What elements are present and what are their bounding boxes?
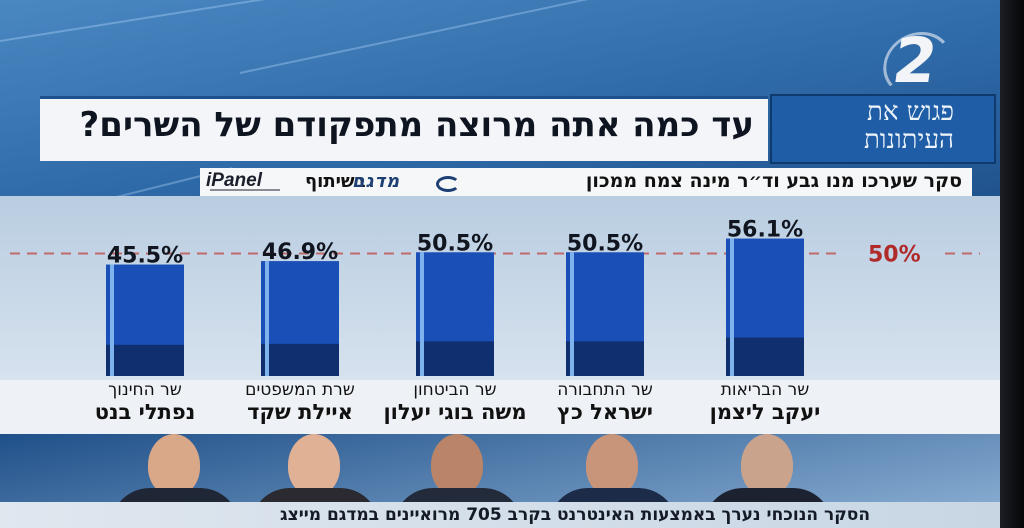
bar-highlight [420, 252, 424, 376]
category-label: שר החינוך נפתלי בנט [70, 380, 220, 424]
minister-role: שר הבריאות [720, 380, 810, 400]
minister-name: משה בוגי יעלון [383, 400, 527, 424]
bar-highlight [730, 238, 734, 376]
bar-highlight [570, 252, 574, 376]
category-label: שר הביטחון משה בוגי יעלון [380, 380, 530, 424]
show-box: פגוש את העיתונות [770, 94, 996, 164]
bar-value-label: 50.5% [417, 231, 493, 256]
minister-role: שרת המשפטים [245, 380, 355, 400]
minister-photo [548, 434, 678, 528]
footer-bar: הסקר הנוכחי נערך באמצעות האינטרנט בקרב 7… [0, 502, 1000, 528]
category-label: שר התחבורה ישראל כץ [530, 380, 680, 424]
title-bar: עד כמה אתה מרוצה מתפקודם של השרים? [40, 96, 768, 161]
bar-highlight [110, 264, 114, 376]
pollster-logo-icon [436, 176, 460, 192]
survey-credit: סקר שערכו מנו גבע וד״ר מינה צמח ממכון [585, 170, 962, 192]
survey-credit-bar: סקר שערכו מנו גבע וד״ר מינה צמח ממכון בש… [200, 168, 972, 196]
bar-value-label: 50.5% [567, 231, 643, 256]
bar-shade [416, 341, 494, 376]
minister-name: איילת שקד [247, 400, 353, 424]
channel-logo-arc [879, 32, 957, 96]
reference-line-label: 50% [868, 243, 921, 268]
tv-bezel [1000, 0, 1024, 528]
bar-chart: 50% 56.1% 50.5% 50.5% 46.9% 45.5% [10, 218, 980, 376]
minister-role: שר החינוך [108, 380, 182, 400]
minister-role: שר התחבורה [557, 380, 653, 400]
minister-photo [703, 434, 833, 528]
panel-logo-underline-icon [210, 189, 280, 191]
bar-shade [106, 344, 184, 376]
partner-label: בשיתוף [305, 171, 366, 192]
bar-highlight [265, 261, 269, 376]
background-streak [0, 0, 554, 42]
chart-title: עד כמה אתה מרוצה מתפקודם של השרים? [79, 105, 754, 145]
pollster-logo: מדגם [352, 171, 401, 192]
footer-text: הסקר הנוכחי נערך באמצעות האינטרנט בקרב 7… [280, 505, 870, 525]
channel-logo: 2 [876, 24, 957, 97]
minister-photo [393, 434, 523, 528]
bar-shade [726, 337, 804, 376]
category-label: שרת המשפטים איילת שקד [225, 380, 375, 424]
show-name: פגוש את העיתונות [864, 97, 954, 155]
bar-value-label: 45.5% [107, 244, 183, 269]
minister-photo [250, 434, 380, 528]
minister-name: יעקב ליצמן [709, 400, 821, 424]
minister-name: ישראל כץ [557, 400, 653, 424]
background-streak [239, 0, 749, 74]
panel-logo: iPanel [206, 170, 262, 191]
tv-screen: 2 עד כמה אתה מרוצה מתפקודם של השרים? פגו… [0, 0, 1000, 528]
minister-name: נפתלי בנט [94, 400, 196, 424]
bar-value-label: 56.1% [727, 218, 803, 243]
bar-shade [261, 343, 339, 376]
bar-shade [566, 341, 644, 376]
category-label: שר הבריאות יעקב ליצמן [690, 380, 840, 424]
minister-role: שר הביטחון [413, 380, 497, 400]
category-labels-strip [0, 380, 1000, 434]
bar-value-label: 46.9% [262, 240, 338, 265]
minister-photo [110, 434, 240, 528]
